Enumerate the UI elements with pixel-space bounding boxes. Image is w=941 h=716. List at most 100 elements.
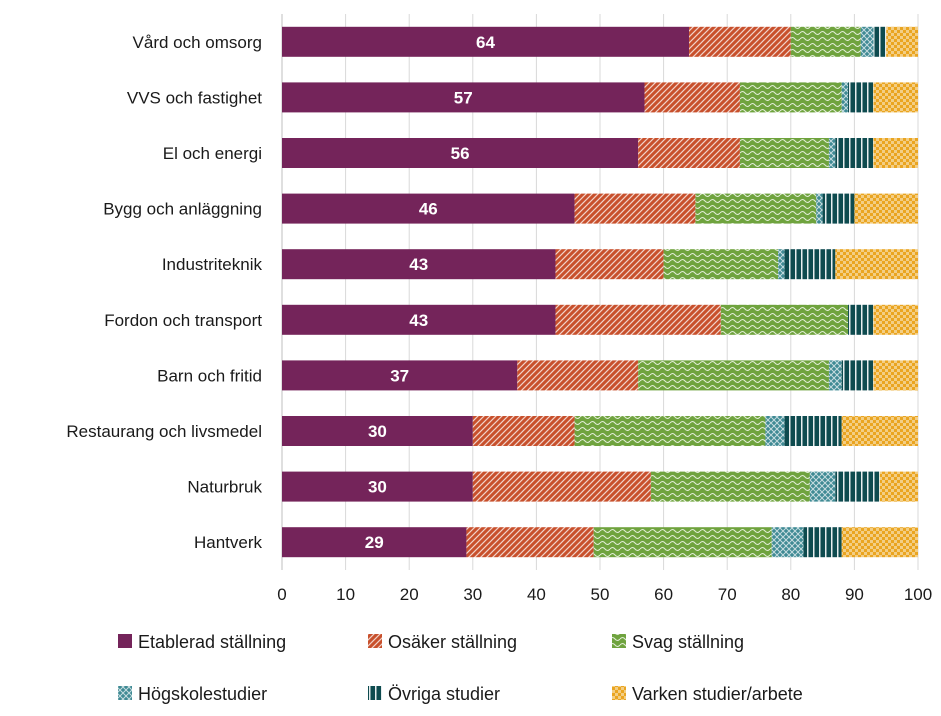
bar-segment	[720, 304, 849, 335]
bar-segment	[574, 193, 696, 224]
bar-segment	[835, 138, 874, 168]
bar-segment	[644, 82, 740, 113]
bar-segment	[822, 193, 855, 224]
bar-segment	[860, 26, 874, 57]
category-label: Industriteknik	[162, 255, 263, 274]
bar-segment	[638, 360, 829, 391]
bar-segment	[873, 82, 918, 113]
category-label: El och energi	[163, 144, 262, 163]
data-label: 46	[419, 200, 438, 219]
x-tick-label: 70	[718, 585, 737, 604]
legend-label: Osäker ställning	[388, 632, 517, 652]
legend-label: Högskolestudier	[138, 684, 267, 704]
bar-segment	[282, 416, 473, 446]
x-axis-ticks: 0 10 20 30 40 50 60 70 80 90 100	[277, 585, 932, 604]
bar-segment	[841, 527, 918, 558]
bar-segment	[282, 193, 575, 224]
bar-segment	[828, 360, 842, 391]
bar-segment	[282, 138, 639, 168]
bar-segment	[886, 26, 918, 57]
legend-swatch	[612, 634, 626, 648]
data-label: 56	[451, 144, 470, 163]
x-tick-label: 10	[336, 585, 355, 604]
data-label: 29	[365, 533, 384, 552]
bar-segment	[809, 471, 836, 502]
category-label: Hantverk	[194, 533, 263, 552]
bar-segment	[873, 360, 918, 391]
legend: Etablerad ställning Osäker ställning Svag …	[118, 632, 803, 704]
bar-segment	[517, 360, 639, 391]
category-labels: Vård och omsorg VVS och fastighet El och e…	[66, 33, 262, 552]
bar-segment	[879, 471, 918, 502]
bar-segment	[638, 138, 740, 168]
bar-segment	[784, 416, 842, 446]
bar-segment	[765, 416, 785, 446]
bar-segment	[848, 304, 874, 335]
legend-swatch	[368, 686, 382, 700]
bar-segment	[841, 82, 849, 113]
bar-segment	[816, 193, 823, 224]
legend-swatch	[118, 634, 132, 648]
bar-segment	[555, 249, 664, 280]
legend-swatch	[612, 686, 626, 700]
bar-segment	[854, 193, 918, 224]
bar-segment	[574, 416, 766, 446]
x-tick-label: 100	[904, 585, 932, 604]
bar-segment	[555, 304, 721, 335]
data-labels: 64 57 56 46 43 43 37 30 30 29	[365, 33, 496, 552]
data-label: 43	[409, 311, 428, 330]
x-tick-label: 50	[591, 585, 610, 604]
category-label: Bygg och anläggning	[103, 200, 262, 219]
bar-segment	[803, 527, 842, 558]
bar-segment	[466, 527, 594, 558]
bar-segment	[790, 26, 861, 57]
category-label: Fordon och transport	[104, 311, 262, 330]
bar-segment	[784, 249, 836, 280]
bar-segment	[841, 360, 874, 391]
x-tick-label: 90	[845, 585, 864, 604]
bars	[282, 26, 918, 558]
category-label: Restaurang och livsmedel	[66, 422, 262, 441]
bar-segment	[695, 193, 817, 224]
legend-label: Varken studier/arbete	[632, 684, 803, 704]
bar-segment	[593, 527, 772, 558]
data-label: 64	[476, 33, 495, 52]
bar-segment	[848, 82, 874, 113]
data-label: 30	[368, 422, 387, 441]
bar-segment	[663, 249, 779, 280]
legend-label: Svag ställning	[632, 632, 744, 652]
category-label: Barn och fritid	[157, 366, 262, 385]
x-tick-label: 60	[654, 585, 673, 604]
bar-segment	[689, 26, 791, 57]
bar-segment	[282, 26, 690, 57]
bar-segment	[472, 416, 575, 446]
bar-segment	[282, 527, 467, 558]
bar-segment	[828, 138, 836, 168]
legend-swatch	[118, 686, 132, 700]
bar-segment	[873, 138, 918, 168]
legend-label: Övriga studier	[388, 684, 500, 704]
bar-segment	[771, 527, 804, 558]
x-tick-label: 80	[781, 585, 800, 604]
bar-segment	[282, 471, 473, 502]
bar-segment	[282, 249, 556, 280]
bar-segment	[873, 304, 918, 335]
data-label: 57	[454, 88, 473, 107]
legend-swatch	[368, 634, 382, 648]
bar-segment	[835, 471, 880, 502]
data-label: 37	[390, 366, 409, 385]
bar-segment	[739, 138, 829, 168]
data-label: 30	[368, 478, 387, 497]
bar-segment	[472, 471, 651, 502]
bar-segment	[650, 471, 810, 502]
category-label: VVS och fastighet	[127, 88, 262, 107]
bar-segment	[778, 249, 785, 280]
x-tick-label: 30	[463, 585, 482, 604]
bar-segment	[873, 26, 887, 57]
bar-segment	[835, 249, 918, 280]
x-tick-label: 20	[400, 585, 419, 604]
x-tick-label: 40	[527, 585, 546, 604]
category-label: Naturbruk	[187, 478, 262, 497]
legend-label: Etablerad ställning	[138, 632, 286, 652]
